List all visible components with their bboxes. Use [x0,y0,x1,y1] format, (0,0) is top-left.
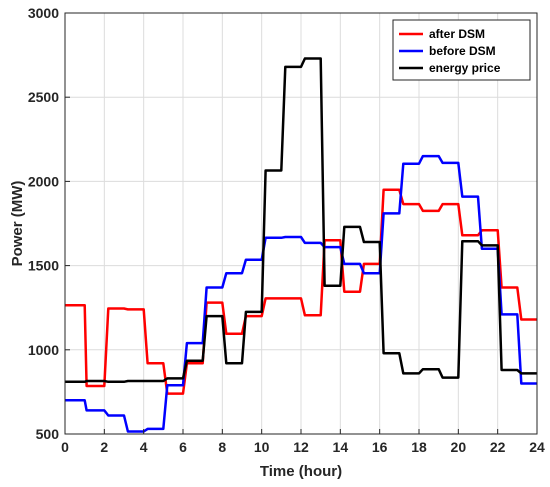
x-tick-label: 2 [100,439,108,455]
legend: after DSM before DSM energy price [392,19,531,81]
series-line-3 [65,57,537,384]
y-tick-label: 1000 [28,342,59,358]
x-tick-label: 24 [529,439,545,455]
y-tick-label: 2000 [28,173,59,189]
x-tick-label: 14 [333,439,349,455]
x-tick-label: 16 [372,439,388,455]
x-tick-label: 4 [140,439,148,455]
y-tick-label: 500 [36,426,60,442]
series-line-1 [65,188,537,395]
x-axis-label: Time (hour) [260,463,342,480]
y-axis-label: Power (MW) [9,181,26,267]
x-tick-label: 20 [451,439,467,455]
x-tick-label: 0 [61,439,69,455]
y-tick-label: 3000 [28,5,59,21]
x-tick-label: 10 [254,439,270,455]
x-tick-label: 6 [179,439,187,455]
legend-label: before DSM [429,44,496,58]
x-tick-label: 12 [293,439,309,455]
series-layer [65,57,537,433]
x-tick-label: 8 [218,439,226,455]
y-tick-label: 1500 [28,258,59,274]
legend-label: after DSM [429,27,485,41]
x-tick-label: 22 [490,439,506,455]
x-tick-label: 18 [411,439,427,455]
legend-label: energy price [429,61,501,75]
axis-ticks: 0 2 4 6 8 10 12 14 16 18 20 22 245001000150020002500… [28,5,545,455]
series-line-2 [65,154,537,433]
y-tick-label: 2500 [28,89,59,105]
